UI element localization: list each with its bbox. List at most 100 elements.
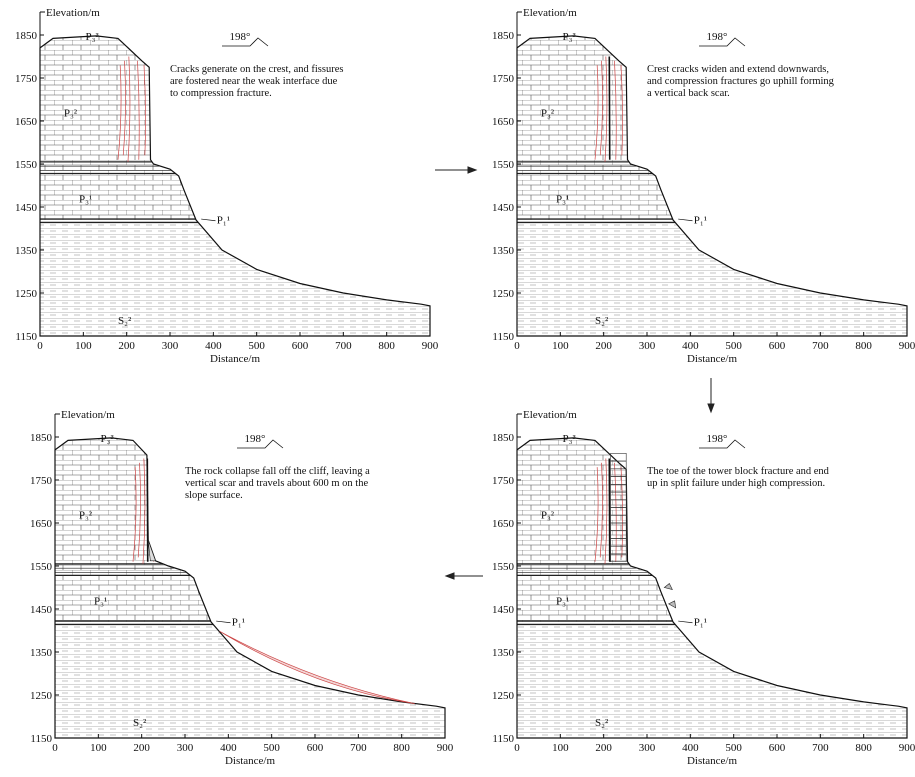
azimuth: 198° — [707, 433, 728, 445]
x-tick-label: 300 — [177, 742, 194, 754]
limestone — [517, 31, 907, 220]
azimuth: 198° — [707, 31, 728, 43]
crack — [153, 463, 155, 562]
x-tick-label: 500 — [725, 742, 742, 754]
x-tick-label: 600 — [307, 742, 324, 754]
x-tick-label: 600 — [292, 340, 309, 352]
y-tick-label: 1850 — [492, 432, 515, 444]
y-tick-label: 1150 — [492, 331, 514, 343]
stratum-label: P₃² — [64, 108, 78, 120]
x-tick-label: 0 — [52, 742, 58, 754]
x-tick-label: 500 — [248, 340, 265, 352]
y-tick-label: 1550 — [492, 159, 515, 171]
stratum-label: P₃³ — [86, 31, 100, 43]
y-tick-label: 1550 — [15, 159, 38, 171]
x-tick-label: 800 — [855, 340, 872, 352]
x-tick-label: 700 — [812, 340, 829, 352]
stratum-label: S₂² — [595, 717, 609, 729]
x-tick-label: 600 — [769, 742, 786, 754]
y-tick-label: 1450 — [492, 202, 515, 214]
x-tick-label: 100 — [552, 340, 569, 352]
x-tick-label: 700 — [335, 340, 352, 352]
stratum-label: P₃¹ — [79, 194, 92, 206]
x-axis-label: Distance/m — [687, 755, 738, 767]
stratum-label: P₁¹ — [694, 214, 707, 226]
x-axis-label: Distance/m — [225, 755, 276, 767]
stratum-label: P₃¹ — [94, 596, 107, 608]
x-tick-label: 500 — [263, 742, 280, 754]
limestone — [517, 433, 907, 622]
y-tick-label: 1250 — [15, 288, 38, 300]
x-tick-label: 100 — [75, 340, 92, 352]
y-axis-label: Elevation/m — [523, 409, 577, 421]
y-axis-label: Elevation/m — [46, 7, 100, 19]
shale — [55, 622, 445, 738]
caption-line: and compression fractures go uphill form… — [647, 76, 835, 87]
stratum-label: P₃² — [541, 510, 555, 522]
limestone — [40, 31, 430, 220]
x-tick-label: 700 — [350, 742, 367, 754]
stratum-label: P₃² — [79, 510, 93, 522]
stratum-label: P₁¹ — [694, 616, 707, 628]
y-tick-label: 1250 — [492, 288, 515, 300]
y-tick-label: 1350 — [15, 245, 38, 257]
contact-pointer — [678, 219, 692, 221]
x-tick-label: 900 — [422, 340, 439, 352]
x-tick-label: 300 — [639, 340, 656, 352]
y-tick-label: 1250 — [492, 690, 515, 702]
y-tick-label: 1750 — [492, 475, 515, 487]
x-axis-label: Distance/m — [210, 353, 261, 365]
stratum-label: P₃³ — [101, 433, 115, 445]
caption-line: to compression fracture. — [170, 88, 272, 99]
stratum-label: S₂² — [133, 717, 147, 729]
x-tick-label: 400 — [220, 742, 237, 754]
y-tick-label: 1350 — [30, 647, 53, 659]
shale — [517, 220, 907, 336]
caption-line: up in split failure under high compressi… — [647, 478, 825, 489]
y-tick-label: 1650 — [492, 518, 515, 530]
y-tick-label: 1150 — [492, 733, 514, 745]
x-tick-label: 400 — [205, 340, 222, 352]
x-tick-label: 700 — [812, 742, 829, 754]
y-tick-label: 1750 — [492, 73, 515, 85]
y-tick-label: 1550 — [30, 561, 53, 573]
shale — [517, 622, 907, 738]
stratum-label: S₂² — [118, 315, 132, 327]
y-tick-label: 1750 — [30, 475, 53, 487]
y-tick-label: 1250 — [30, 690, 53, 702]
contact-pointer — [216, 621, 230, 623]
shale — [40, 220, 430, 336]
stratum-label: P₃³ — [563, 433, 577, 445]
y-tick-label: 1750 — [15, 73, 38, 85]
y-tick-label: 1650 — [15, 116, 38, 128]
x-tick-label: 400 — [682, 340, 699, 352]
x-tick-label: 800 — [378, 340, 395, 352]
stratum-label: P₁¹ — [232, 616, 245, 628]
x-tick-label: 0 — [514, 742, 520, 754]
caption-line: slope surface. — [185, 490, 243, 501]
limestone — [55, 433, 445, 622]
x-tick-label: 800 — [393, 742, 410, 754]
x-tick-label: 500 — [725, 340, 742, 352]
x-tick-label: 0 — [514, 340, 520, 352]
caption-line: Cracks generate on the crest, and fissur… — [170, 64, 343, 75]
caption-line: Crest cracks widen and extend downwards, — [647, 64, 829, 75]
x-tick-label: 100 — [552, 742, 569, 754]
y-tick-label: 1150 — [30, 733, 52, 745]
stratum-label: P₁¹ — [217, 214, 230, 226]
y-tick-label: 1350 — [492, 245, 515, 257]
azimuth: 198° — [230, 31, 251, 43]
caption-line: The rock collapse fall off the cliff, le… — [185, 466, 370, 477]
x-tick-label: 300 — [162, 340, 179, 352]
x-tick-label: 800 — [855, 742, 872, 754]
x-tick-label: 200 — [133, 742, 150, 754]
x-axis-label: Distance/m — [687, 353, 738, 365]
y-tick-label: 1150 — [15, 331, 37, 343]
y-tick-label: 1450 — [492, 604, 515, 616]
stratum-label: P₃¹ — [556, 194, 569, 206]
y-tick-label: 1850 — [492, 30, 515, 42]
contact-pointer — [201, 219, 215, 221]
